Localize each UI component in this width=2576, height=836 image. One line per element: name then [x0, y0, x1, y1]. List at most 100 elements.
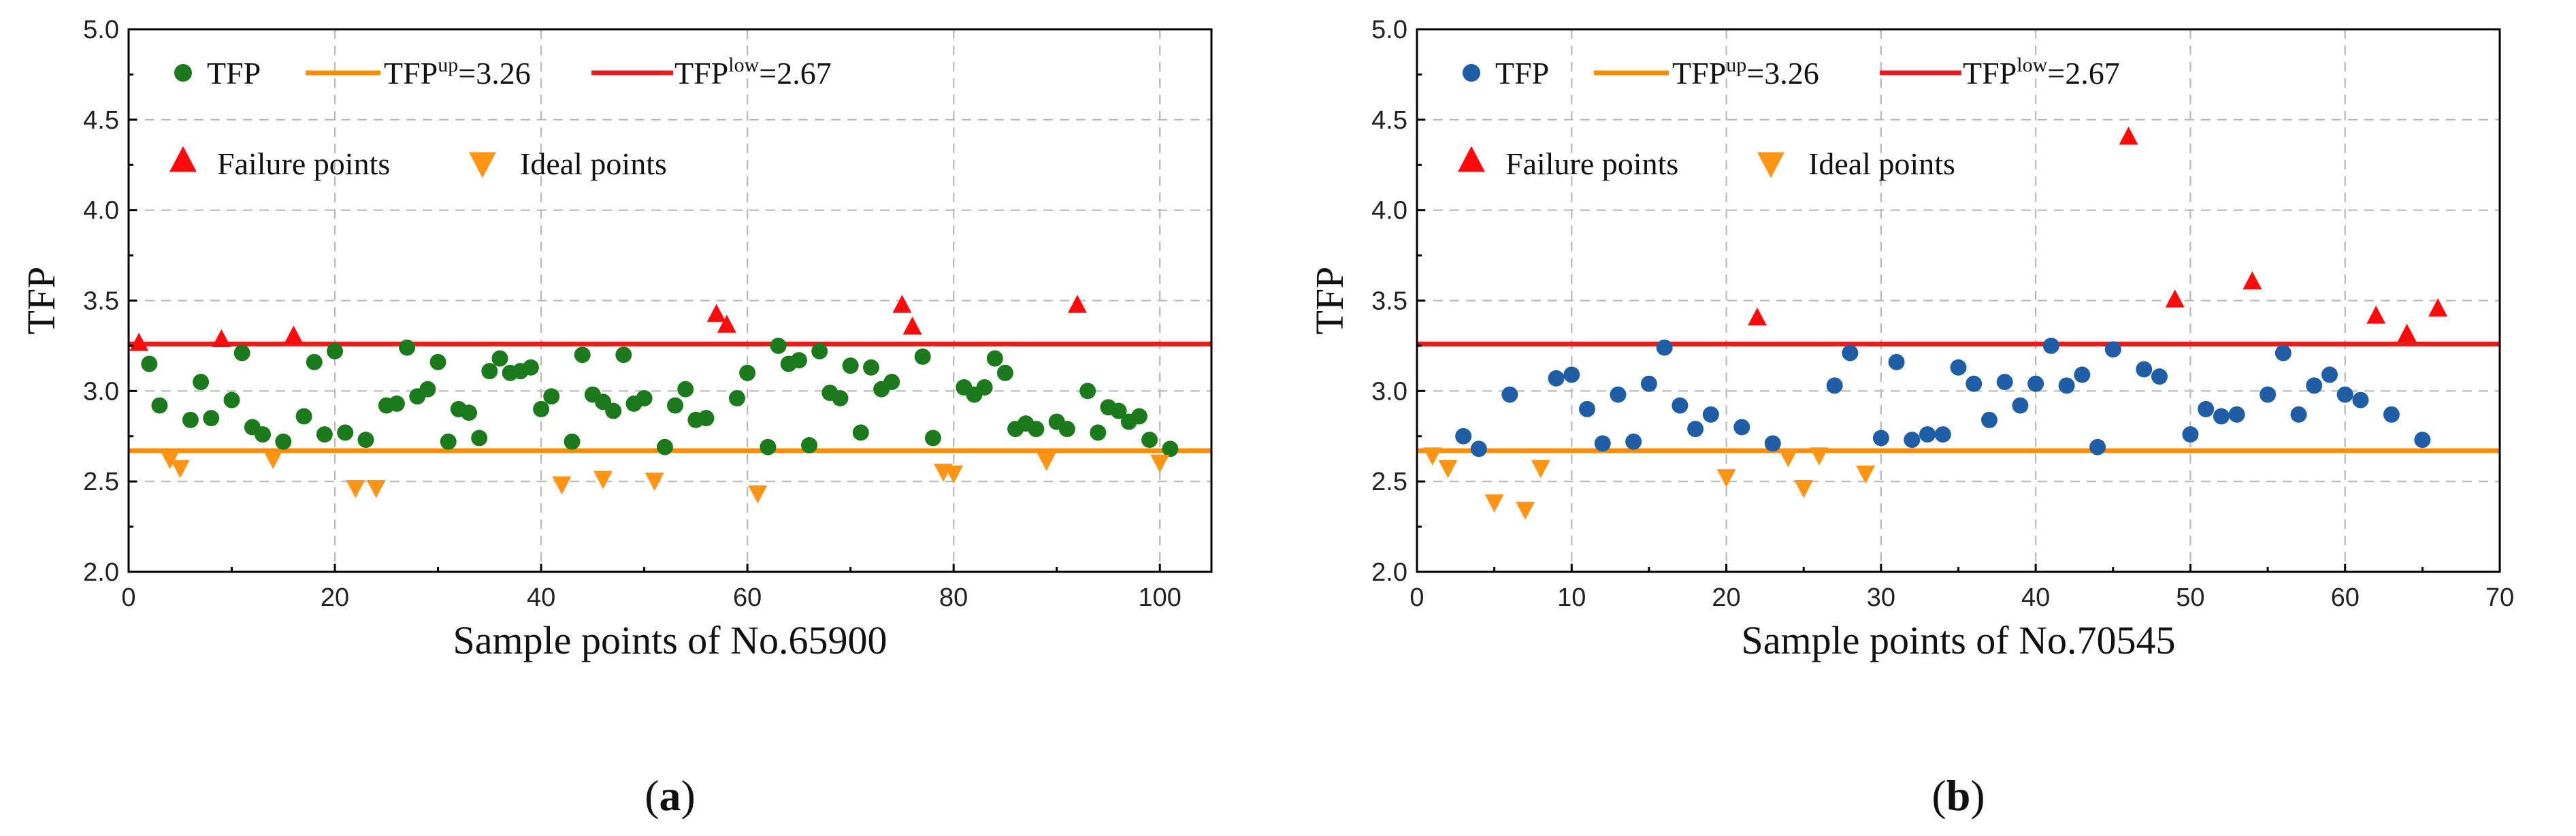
tfp-point: [1579, 400, 1596, 417]
failure-point: [902, 316, 922, 335]
y-tick-label: 4.5: [1371, 106, 1407, 135]
failure-point: [1068, 294, 1088, 313]
tfp-point: [1110, 402, 1127, 419]
tfp-point: [2336, 386, 2353, 403]
x-tick-label: 0: [121, 583, 135, 612]
x-tick-label: 50: [2176, 583, 2204, 612]
x-tick-label: 0: [1409, 583, 1424, 612]
tfp-point: [1162, 440, 1179, 457]
failure-point: [129, 332, 149, 351]
failure-point: [284, 325, 304, 344]
x-tick-label: 60: [2331, 583, 2360, 612]
ideal-point: [160, 451, 180, 470]
tfp-point: [481, 363, 498, 380]
x-tick-label: 20: [1712, 583, 1740, 612]
ideal-point: [593, 470, 613, 489]
tfp-point: [883, 374, 900, 391]
failure-point: [2165, 289, 2185, 308]
ideal-point: [366, 480, 386, 498]
legend-tfp-label: TFP: [1495, 56, 1549, 91]
tfp-point: [1934, 426, 1951, 443]
tfp-point: [1702, 406, 1719, 423]
tfp-point: [275, 433, 292, 450]
tfp-point: [151, 397, 168, 414]
tfp-point: [2228, 406, 2245, 423]
y-tick-label: 2.0: [1371, 558, 1407, 587]
tfp-point: [471, 430, 488, 447]
tfp-point: [1501, 386, 1518, 403]
tfp-point: [2306, 377, 2323, 394]
y-tick-label: 5.0: [83, 16, 119, 44]
tfp-series: [1455, 337, 2431, 457]
tfp-point: [327, 342, 344, 359]
tfp-point: [543, 388, 560, 405]
tfp-point: [1548, 370, 1565, 387]
tfp-point: [636, 389, 653, 406]
y-tick-label: 4.0: [1371, 197, 1407, 225]
legend-lower-label: TFPlow=2.67: [674, 54, 832, 91]
tfp-point: [2321, 366, 2338, 383]
tfp-point: [1980, 411, 1998, 428]
tfp-point: [295, 408, 312, 425]
tfp-point: [832, 389, 849, 406]
tfp-point: [2275, 344, 2292, 361]
tfp-series: [141, 337, 1179, 457]
tfp-point: [2058, 377, 2075, 394]
tfp-point: [1996, 374, 2013, 391]
tfp-point: [254, 426, 271, 443]
tfp-point: [739, 364, 756, 381]
y-axis: 2.0 2.5 3.0 3.5 4.0 4.5 5.0: [83, 16, 137, 587]
legend-failure-label: Failure points: [1505, 146, 1678, 181]
failure-point: [892, 294, 912, 313]
tfp-point: [419, 381, 436, 398]
legend-ideal-label: Ideal points: [1808, 146, 1955, 181]
tfp-point: [233, 344, 250, 361]
y-tick-label: 4.0: [83, 197, 119, 225]
tfp-point: [2136, 361, 2153, 378]
x-tick-label: 100: [1139, 583, 1181, 612]
tfp-point: [357, 432, 374, 449]
gridlines: [1417, 29, 2501, 572]
legend-lower-label: TFPlow=2.67: [1963, 54, 2120, 91]
tfp-point: [2260, 386, 2277, 403]
tfp-point: [2151, 368, 2168, 385]
chart-panel-a: 0 20 40 60 80 100 2.0 2.5 3.0 3.5 4.0 4.5 5.0 Sample …: [19, 16, 1213, 820]
tfp-point: [1919, 426, 1936, 443]
tfp-point: [564, 433, 581, 450]
tfp-point: [1470, 440, 1487, 457]
tfp-point: [2012, 397, 2029, 414]
ideal-point: [1422, 447, 1442, 466]
tfp-point: [533, 400, 550, 417]
tfp-point: [811, 342, 828, 359]
tfp-point: [2027, 375, 2044, 392]
tfp-point: [1455, 428, 1472, 445]
legend-failure-marker: [169, 146, 197, 172]
tfp-point: [316, 426, 333, 443]
x-tick-label: 40: [527, 583, 555, 612]
gridlines: [129, 29, 1211, 572]
tfp-point: [677, 381, 694, 398]
tfp-point: [2383, 406, 2400, 423]
x-axis: 0 20 40 60 80 100: [121, 564, 1181, 612]
tfp-point: [1594, 435, 1611, 452]
ideal-series: [160, 451, 1170, 504]
tfp-point: [2089, 438, 2106, 455]
x-tick-label: 20: [321, 583, 349, 612]
panel-label: (a): [645, 771, 696, 820]
ideal-point: [1516, 501, 1535, 520]
tfp-point: [399, 339, 416, 356]
tfp-point: [1842, 344, 1859, 361]
legend: TFP TFPup=3.26 TFPlow=2.67 Failure points Id…: [169, 54, 832, 181]
ideal-point: [1716, 469, 1736, 487]
ideal-point: [1809, 447, 1829, 466]
tfp-point: [388, 395, 405, 412]
y-tick-label: 3.0: [83, 377, 119, 406]
tfp-point: [491, 350, 508, 367]
tfp-point: [2352, 391, 2369, 408]
tfp-point: [1079, 383, 1096, 400]
legend-tfp-marker: [174, 64, 192, 82]
tfp-point: [760, 438, 777, 455]
tfp-point: [1733, 419, 1750, 436]
tfp-point: [429, 353, 446, 370]
tfp-point: [770, 337, 787, 354]
